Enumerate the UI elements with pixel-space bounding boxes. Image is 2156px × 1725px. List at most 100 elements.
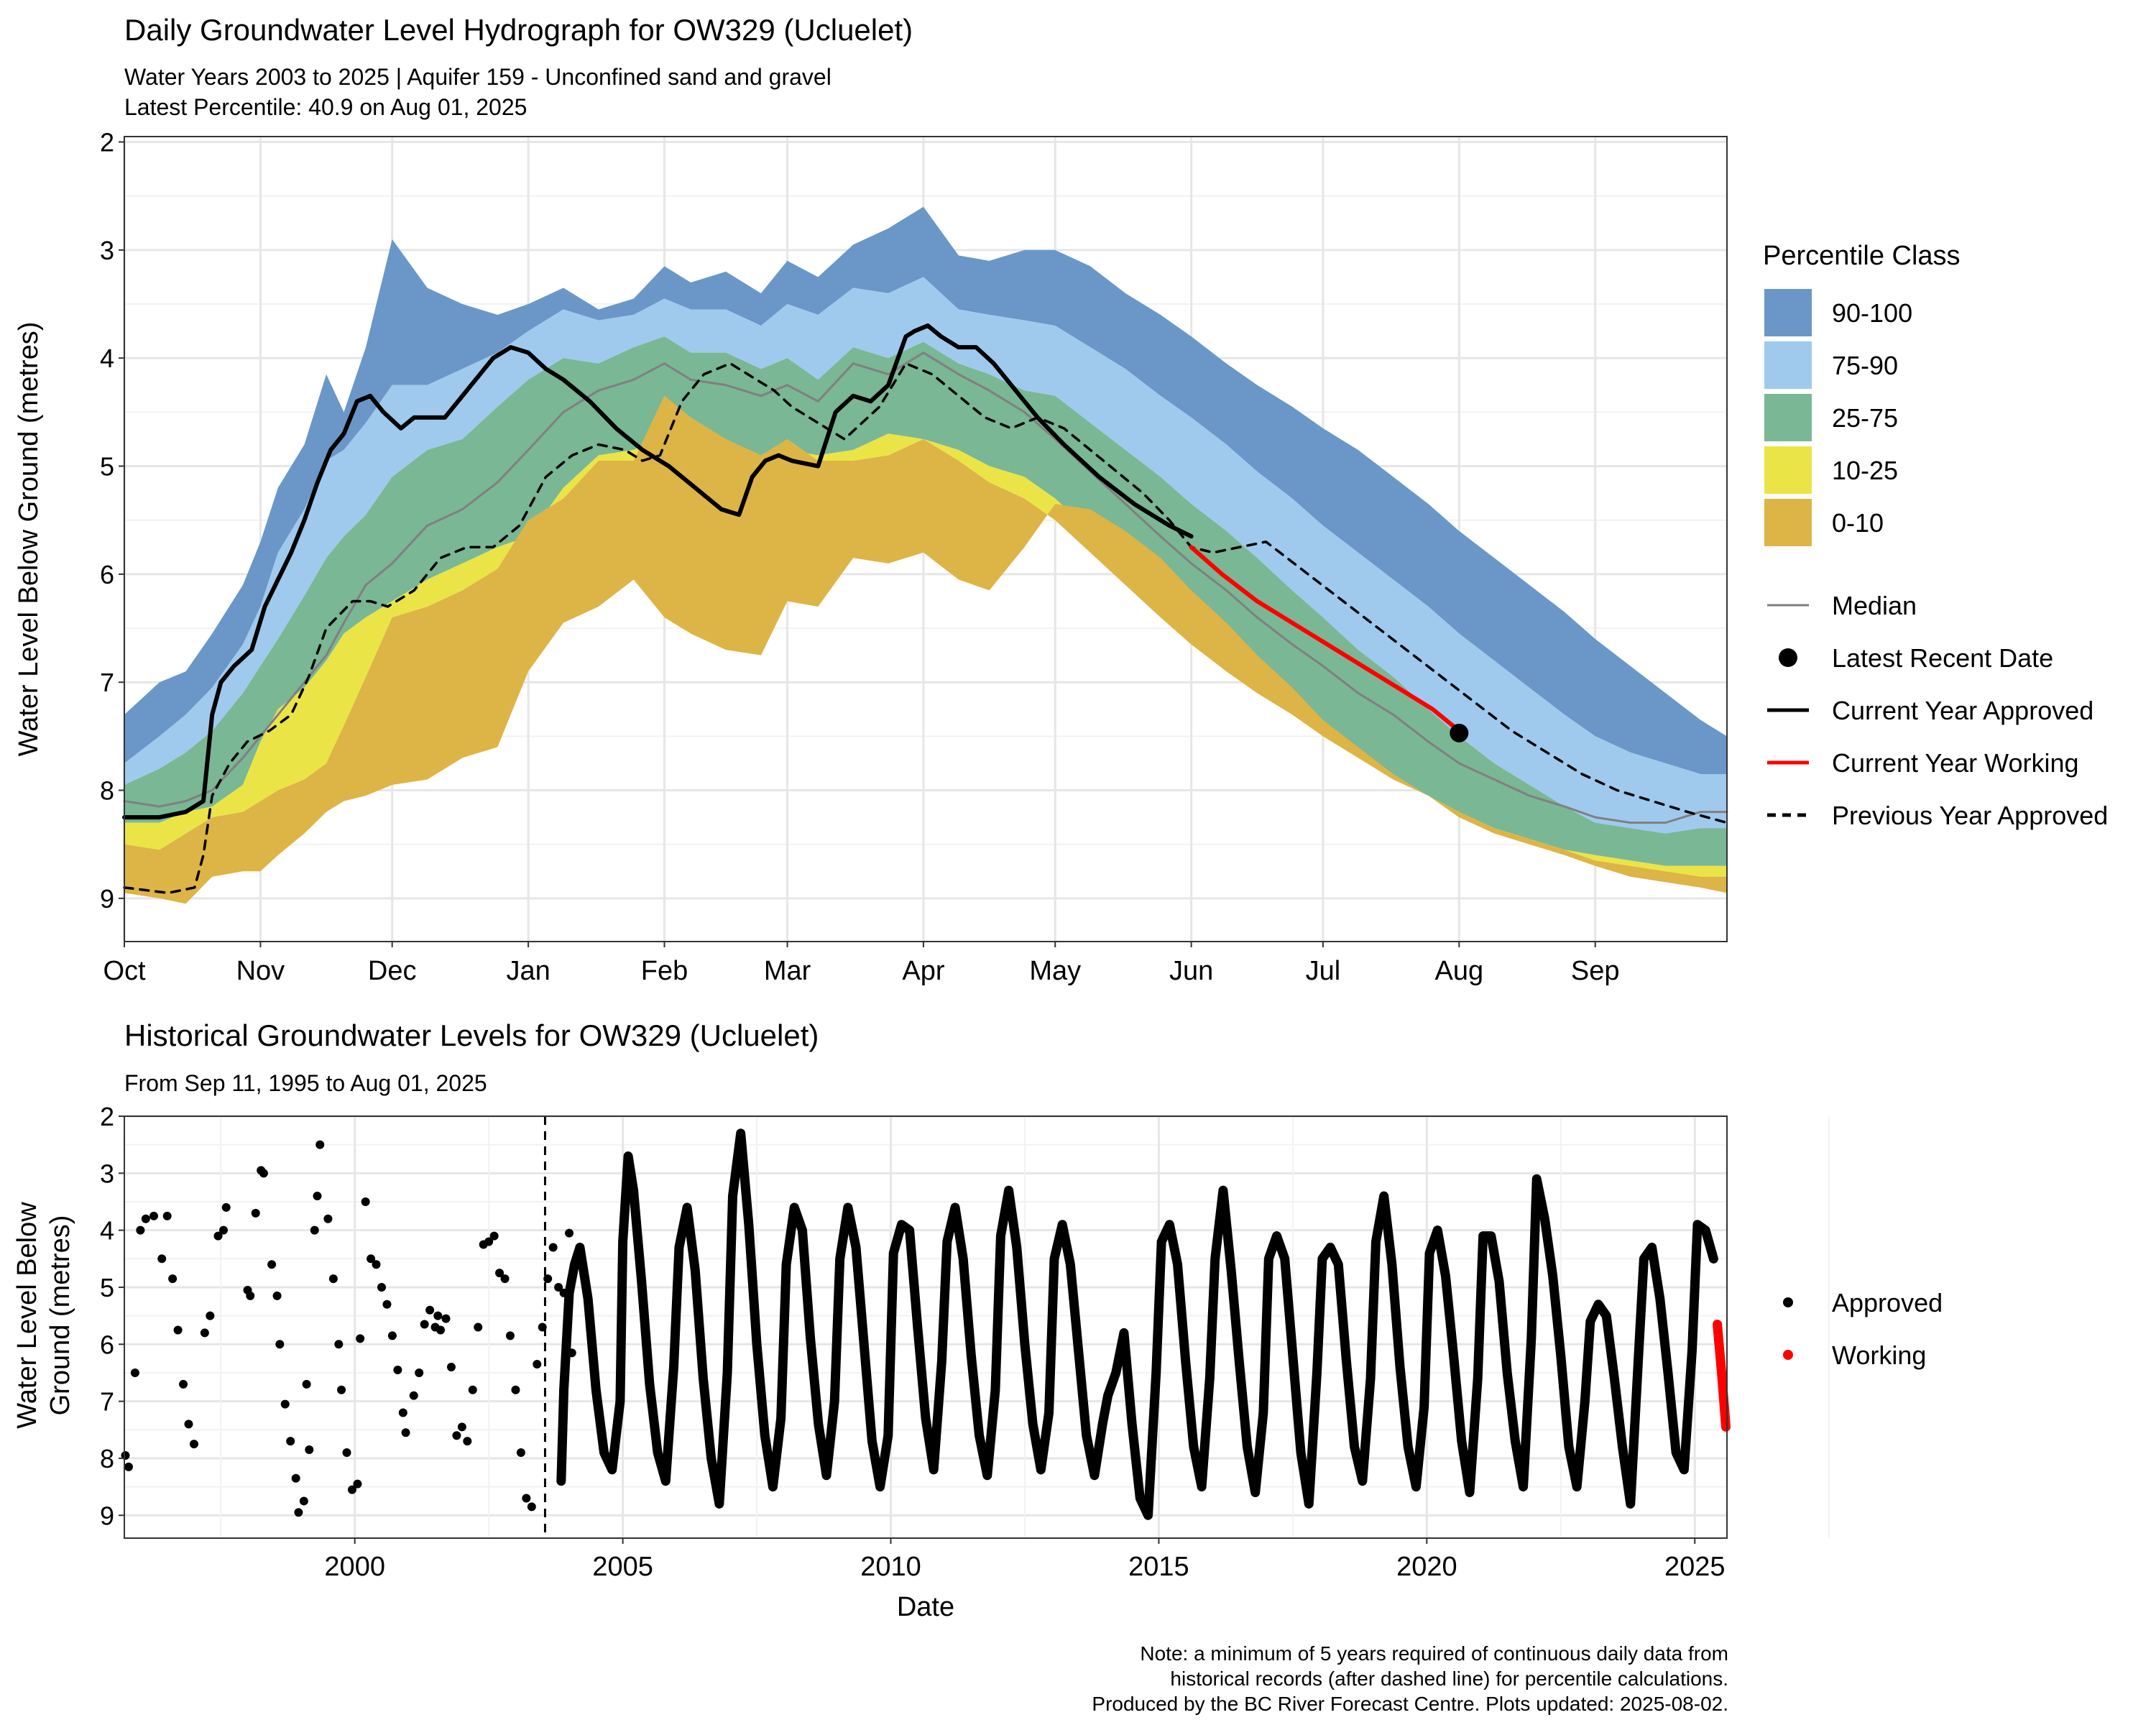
approved-point xyxy=(246,1291,255,1300)
approved-point xyxy=(474,1322,483,1332)
previous-year-approved-line xyxy=(123,362,1728,895)
bottom-x-tick-label: 2005 xyxy=(592,1552,653,1582)
approved-continuous-trace xyxy=(556,1128,1718,1520)
percentile-bands xyxy=(124,206,1727,904)
approved-point xyxy=(173,1325,183,1335)
bottom-y-tick-label: 5 xyxy=(100,1273,114,1302)
top-x-tick-label: Jun xyxy=(1169,956,1213,986)
bottom-x-tick-label: 2010 xyxy=(860,1552,921,1582)
legend-key-point xyxy=(1779,648,1797,667)
approved-point xyxy=(213,1231,223,1241)
top-y-tick-label: 7 xyxy=(100,668,114,697)
approved-point xyxy=(505,1331,515,1340)
bottom-y-tick-label: 8 xyxy=(100,1444,114,1473)
bottom-x-axis-label: Date xyxy=(897,1592,954,1622)
approved-point xyxy=(433,1311,443,1320)
top-legend: Percentile Class 90-100 75-90 25-75 10-25 0-… xyxy=(1763,241,2108,830)
approved-point xyxy=(565,1228,574,1238)
approved-point xyxy=(334,1340,344,1349)
approved-point xyxy=(468,1385,477,1394)
bottom-y-tick-label: 6 xyxy=(100,1330,114,1359)
legend-label: 75-90 xyxy=(1832,351,1898,380)
legend-swatch-75-90 xyxy=(1764,341,1812,389)
legend-label: 90-100 xyxy=(1832,298,1912,328)
approved-point xyxy=(446,1363,456,1372)
approved-point xyxy=(393,1365,402,1374)
percentile-band-25-75 xyxy=(124,336,1727,866)
bottom-y-axis-label-2: Ground (metres) xyxy=(45,1215,75,1416)
approved-point xyxy=(221,1202,231,1212)
legend-label: Median xyxy=(1832,591,1917,620)
top-x-tick-label: Apr xyxy=(902,956,944,986)
bottom-legend: Approved Working xyxy=(1783,1288,1943,1370)
bottom-plot-border xyxy=(124,1116,1728,1539)
current-year-approved-line xyxy=(122,323,1194,820)
approved-point xyxy=(328,1274,338,1284)
top-x-tick-label: Dec xyxy=(368,956,417,986)
legend-label: Current Year Working xyxy=(1832,748,2079,778)
approved-point xyxy=(130,1368,139,1377)
bottom-y-axis-label-1: Water Level Below xyxy=(12,1202,42,1429)
approved-point xyxy=(372,1260,381,1269)
approved-point xyxy=(141,1214,150,1223)
approved-point xyxy=(548,1243,558,1252)
bottom-x-tick-label: 2025 xyxy=(1664,1552,1726,1582)
top-chart-subtitle-1: Water Years 2003 to 2025 | Aquifer 159 -… xyxy=(124,64,831,90)
approved-point xyxy=(457,1422,466,1432)
approved-point xyxy=(267,1260,277,1269)
approved-point xyxy=(275,1340,285,1349)
approved-point xyxy=(398,1408,407,1417)
legend-label: 25-75 xyxy=(1832,403,1898,433)
approved-point xyxy=(280,1399,290,1409)
approved-point xyxy=(356,1334,365,1343)
latest-recent-date-point xyxy=(1450,723,1469,742)
approved-point xyxy=(323,1214,333,1223)
approved-point xyxy=(299,1496,308,1506)
legend-swatch-90-100 xyxy=(1764,289,1812,336)
approved-point xyxy=(452,1431,461,1440)
approved-point xyxy=(500,1274,510,1284)
top-x-tick-label: May xyxy=(1029,956,1081,986)
approved-point xyxy=(353,1479,362,1489)
approved-point xyxy=(420,1320,429,1329)
approved-point xyxy=(527,1502,536,1512)
approved-point xyxy=(436,1325,446,1335)
footnote-line-2: historical records (after dashed line) f… xyxy=(1170,1668,1728,1690)
top-x-tick-label: Nov xyxy=(236,956,285,986)
approved-point xyxy=(495,1269,505,1278)
top-x-tick-label: Feb xyxy=(641,956,688,986)
approved-point xyxy=(347,1485,356,1494)
legend-key-Working xyxy=(1783,1350,1793,1360)
historical-points xyxy=(121,1116,1731,1538)
top-x-tick-label: Oct xyxy=(103,956,146,986)
legend-key-Approved xyxy=(1783,1297,1793,1307)
top-y-tick-label: 5 xyxy=(100,452,114,482)
approved-point xyxy=(136,1225,145,1235)
legend-label: Approved xyxy=(1832,1288,1943,1317)
bottom-x-tick-label: 2015 xyxy=(1128,1552,1189,1582)
approved-point xyxy=(401,1428,410,1438)
approved-point xyxy=(533,1360,542,1369)
legend-label: Latest Recent Date xyxy=(1832,643,2053,673)
approved-point xyxy=(305,1445,314,1455)
top-y-tick-label: 6 xyxy=(100,560,114,589)
top-y-tick-label: 4 xyxy=(100,344,114,373)
top-y-tick-label: 3 xyxy=(100,236,114,265)
legend-swatch-10-25 xyxy=(1764,446,1812,494)
bottom-x-tick-label: 2000 xyxy=(324,1552,385,1582)
top-y-tick-label: 8 xyxy=(100,776,114,806)
approved-point xyxy=(315,1140,325,1149)
approved-point xyxy=(367,1254,376,1264)
approved-point xyxy=(337,1385,346,1394)
approved-point xyxy=(522,1494,531,1503)
percentile-band-0-10 xyxy=(124,395,1727,904)
approved-point xyxy=(218,1225,228,1235)
legend-label: Previous Year Approved xyxy=(1832,801,2108,830)
approved-point xyxy=(489,1231,499,1241)
approved-point xyxy=(291,1473,300,1483)
top-x-tick-label: Aug xyxy=(1435,956,1484,986)
top-y-tick-label: 2 xyxy=(100,128,114,157)
top-y-tick-label: 9 xyxy=(100,884,114,914)
current-year-working-line xyxy=(1189,545,1462,733)
